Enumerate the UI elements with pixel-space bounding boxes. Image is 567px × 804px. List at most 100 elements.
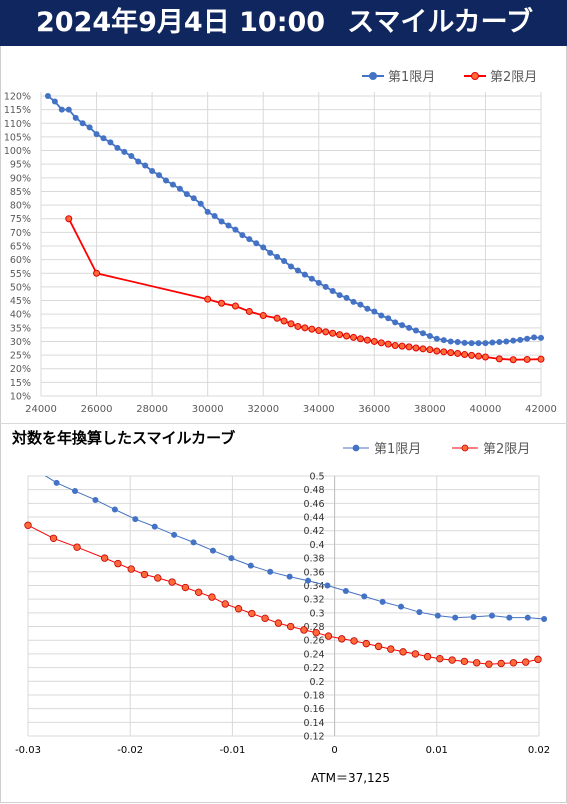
data-point (107, 139, 114, 146)
legend-marker (471, 72, 479, 80)
data-point (86, 124, 93, 131)
x-tick-label: 40000 (470, 404, 502, 415)
data-point (247, 562, 254, 569)
data-point (392, 319, 399, 326)
data-point (387, 645, 395, 653)
data-point (433, 335, 440, 342)
data-point (426, 346, 434, 354)
data-point (267, 568, 274, 575)
data-point (92, 496, 99, 503)
y-tick-label: 0.34 (303, 581, 324, 592)
data-point (342, 587, 349, 594)
data-point (460, 657, 469, 666)
data-point (448, 656, 456, 664)
data-point (142, 162, 149, 169)
data-point (280, 317, 288, 325)
data-point (121, 148, 128, 155)
y-tick-label: 120% (4, 92, 31, 103)
data-point (221, 600, 229, 608)
x-tick-label: 30000 (192, 404, 224, 415)
series-group (17, 466, 548, 668)
legend-label: 第2限月 (490, 70, 537, 85)
data-point (522, 658, 530, 666)
data-point (406, 324, 413, 331)
data-point (461, 339, 468, 346)
data-point (111, 506, 118, 513)
header-date: 2024年9月4日 10:00 (36, 7, 326, 38)
data-point (308, 325, 316, 333)
x-tick-label: 0 (331, 745, 337, 756)
y-tick-label: 10% (10, 392, 31, 403)
data-point (149, 168, 156, 174)
legend-label: 第2限月 (483, 442, 530, 457)
y-tick-label: 20% (10, 364, 31, 375)
y-tick-label: 0.24 (303, 649, 324, 660)
y-tick-label: 105% (4, 132, 31, 143)
data-point (239, 232, 246, 239)
data-point (58, 106, 65, 113)
data-point (447, 349, 455, 357)
data-point (65, 106, 72, 113)
y-tick-label: 45% (10, 296, 31, 307)
data-point (482, 340, 489, 347)
y-tick-label: 0.2 (309, 677, 324, 688)
y-tick-label: 110% (4, 119, 31, 130)
data-point (132, 516, 139, 523)
data-point (246, 236, 253, 243)
smile-curve-chart: 10% 15% 20% 25% 30% 35% 40% 45% 50% 55% 60% 65% 70% 7… (4, 70, 557, 415)
data-point (405, 343, 413, 351)
data-point (274, 619, 283, 627)
data-point (523, 355, 531, 363)
y-tick-label: 85% (10, 187, 31, 198)
data-point (411, 650, 420, 658)
data-point (472, 659, 481, 667)
y-tick-label: 0.46 (303, 499, 324, 510)
data-point (468, 340, 475, 347)
chart2-title: 対数を年換算したスマイルカーブ (12, 429, 236, 447)
data-point (336, 292, 343, 299)
data-point (350, 333, 357, 341)
data-point (426, 333, 433, 339)
data-point (497, 659, 505, 668)
y-tick-label: 0.38 (303, 554, 324, 565)
data-point (49, 534, 58, 542)
chart-divider (0, 423, 567, 424)
data-point (114, 559, 122, 568)
data-point (140, 570, 149, 579)
y-tick-label: 0.32 (303, 595, 324, 606)
data-point (350, 637, 358, 645)
data-point (485, 660, 493, 668)
data-point (324, 632, 333, 640)
y-tick-label: 70% (10, 228, 31, 239)
data-point (475, 340, 482, 347)
data-point (168, 578, 176, 586)
data-point (245, 307, 253, 315)
y-tick-label: 90% (10, 173, 31, 184)
data-point (343, 332, 351, 340)
y-tick-label: 0.44 (303, 513, 324, 524)
data-point (324, 582, 331, 589)
data-point (248, 609, 256, 618)
data-point (17, 466, 23, 472)
data-point (503, 338, 510, 345)
x-tick-label: -0.01 (219, 745, 245, 756)
data-point (419, 345, 427, 353)
y-tick-label: 0.16 (303, 704, 324, 715)
y-tick-label: 0.4 (309, 540, 324, 551)
data-point (204, 295, 212, 303)
data-point (361, 593, 368, 600)
data-point (412, 344, 420, 352)
data-point (93, 269, 101, 277)
header-bar: 2024年9月4日 10:00 スマイルカーブ (0, 0, 567, 46)
data-point (363, 336, 371, 344)
data-point (225, 222, 232, 229)
data-point (336, 331, 344, 339)
y-tick-label: 0.14 (303, 718, 324, 729)
y-tick-label: 35% (10, 323, 31, 334)
data-point (413, 327, 419, 334)
data-point (322, 283, 329, 290)
data-point (419, 330, 426, 337)
data-point (488, 612, 495, 619)
data-point (197, 200, 204, 207)
data-point (370, 337, 378, 345)
